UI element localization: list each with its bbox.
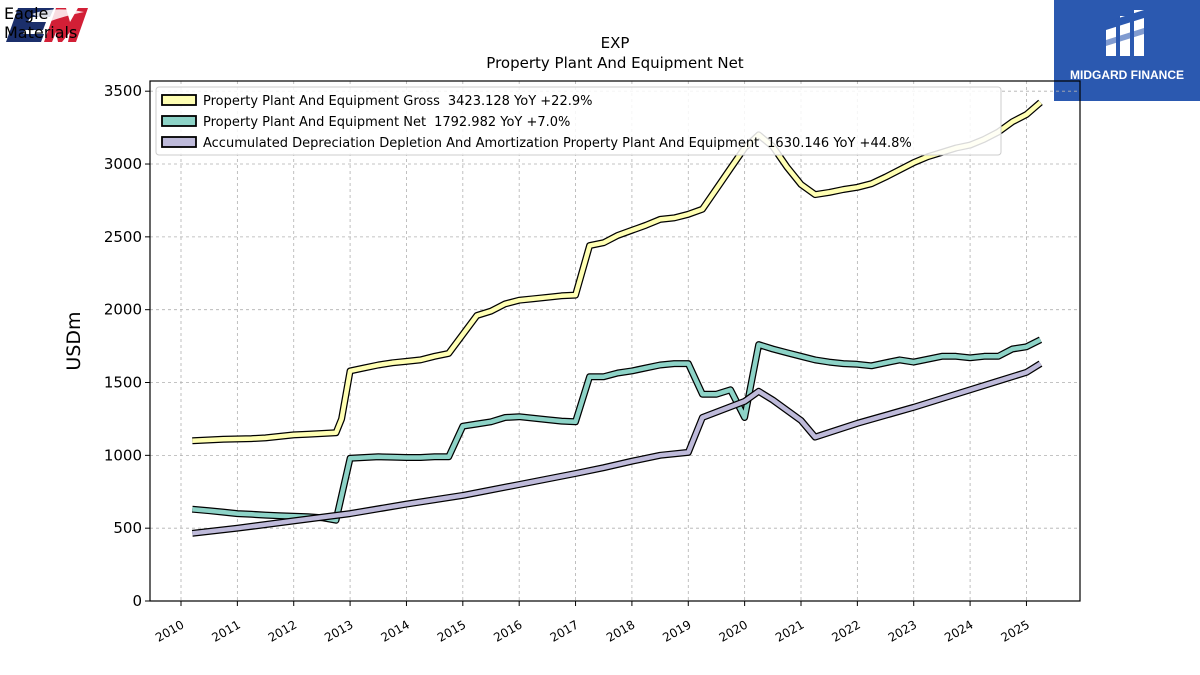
legend-series-value: 1630.146 YoY +44.8% (767, 136, 912, 151)
y-tick-label: 500 (113, 519, 142, 537)
eagle-materials-logo (6, 8, 88, 42)
logo-word-materials: Materials (4, 23, 78, 42)
legend-series-name: Accumulated Depreciation Depletion And A… (203, 136, 759, 151)
legend-swatch (161, 136, 197, 148)
plot-frame (149, 80, 1081, 602)
x-tick-label: 2023 (886, 617, 919, 644)
series-lines (191, 99, 1043, 537)
x-tick-label: 2018 (604, 617, 637, 644)
legend-series-value: 1792.982 YoY +7.0% (434, 115, 570, 130)
midgard-logo-icon (1106, 10, 1144, 56)
legend-entry: Property Plant And Equipment Net 1792.982… (203, 115, 570, 130)
legend-series-value: 3423.128 YoY +22.9% (448, 94, 593, 109)
series-outline-2 (191, 360, 1043, 537)
legend: Property Plant And Equipment Gross 3423.1… (155, 86, 1002, 156)
x-tick-label: 2024 (942, 617, 975, 644)
y-axis-label: USDm (63, 311, 85, 370)
series-line-2 (192, 361, 1042, 536)
eagle-materials-wordmark: Eagle Materials (4, 4, 179, 46)
y-axis-ticks: 0 500 1000 1500 2000 2500 3000 3500 (104, 82, 150, 610)
legend-series-name: Property Plant And Equipment Gross (203, 94, 440, 109)
legend-entry: Accumulated Depreciation Depletion And A… (203, 136, 912, 151)
x-tick-label: 2021 (773, 617, 806, 644)
series-line-0 (192, 100, 1042, 444)
legend-box (155, 86, 1002, 156)
legend-series-name: Property Plant And Equipment Net (203, 115, 426, 130)
x-tick-label: 2019 (660, 617, 693, 644)
series-outline-1 (191, 336, 1043, 524)
x-tick-label: 2013 (322, 617, 355, 644)
x-tick-label: 2012 (266, 617, 299, 644)
x-tick-label: 2011 (209, 617, 242, 644)
logo-word-eagle: Eagle (4, 4, 49, 23)
legend-entry: Property Plant And Equipment Gross 3423.1… (203, 94, 592, 109)
midgard-finance-logo: MIDGARD FINANCE (1054, 0, 1200, 101)
midgard-logo-text: MIDGARD FINANCE (1070, 68, 1184, 82)
chart-subtitle: Property Plant And Equipment Net (486, 54, 743, 72)
series-line-1 (192, 337, 1042, 523)
x-tick-label: 2015 (435, 617, 468, 644)
y-tick-label: 1000 (104, 446, 142, 464)
x-tick-label: 2016 (491, 617, 524, 644)
legend-swatch (161, 94, 197, 106)
y-tick-label: 1500 (104, 374, 142, 392)
x-tick-label: 2017 (548, 617, 581, 644)
x-tick-label: 2025 (999, 617, 1032, 644)
y-tick-label: 0 (132, 592, 142, 610)
legend-swatch (161, 115, 197, 127)
x-tick-label: 2014 (379, 617, 412, 644)
chart-title: EXP (601, 34, 630, 52)
x-axis-ticks: 2010 2011 2012 2013 2014 2015 2016 2017 2018 2019… (153, 601, 1032, 645)
y-tick-label: 2500 (104, 228, 142, 246)
y-tick-label: 3500 (104, 82, 142, 100)
y-tick-label: 2000 (104, 301, 142, 319)
x-tick-label: 2020 (717, 617, 750, 644)
x-tick-label: 2010 (153, 617, 186, 644)
x-tick-label: 2022 (829, 617, 862, 644)
y-tick-label: 3000 (104, 155, 142, 173)
